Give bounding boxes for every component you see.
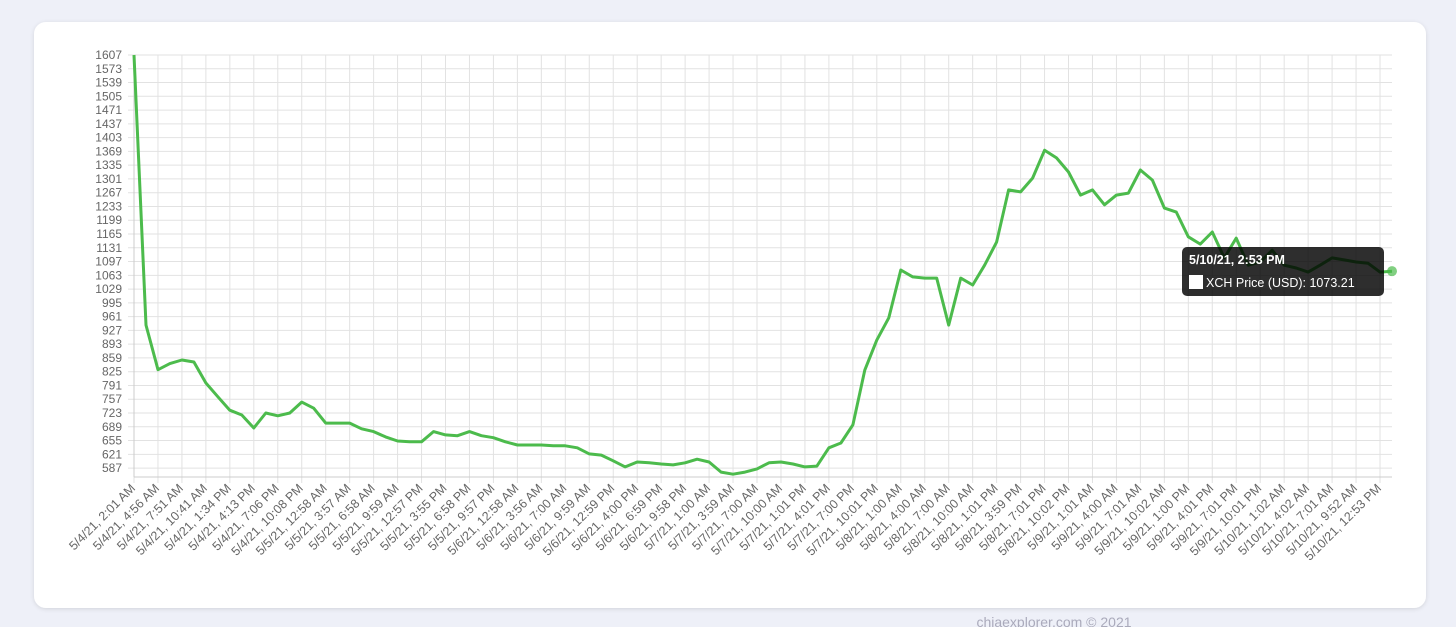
y-tick-label: 723 [102, 406, 122, 420]
y-tick-label: 995 [102, 296, 122, 310]
y-tick-label: 655 [102, 434, 122, 448]
y-tick-label: 1029 [95, 282, 122, 296]
y-tick-label: 757 [102, 392, 122, 406]
y-tick-label: 1165 [96, 227, 122, 241]
y-tick-label: 893 [102, 337, 122, 351]
tooltip-swatch [1189, 275, 1203, 289]
y-tick-label: 927 [102, 323, 122, 337]
tooltip-box [1182, 247, 1384, 296]
tooltip-label: XCH Price (USD): 1073.21 [1206, 276, 1355, 290]
y-tick-label: 1539 [95, 76, 122, 90]
y-tick-label: 1199 [96, 213, 122, 227]
tooltip: 5/10/21, 2:53 PM XCH Price (USD): 1073.21 [1182, 247, 1384, 296]
y-tick-label: 859 [102, 351, 122, 365]
y-tick-label: 1505 [95, 89, 122, 103]
hover-point [1387, 266, 1397, 277]
card [34, 22, 1426, 608]
y-tick-label: 825 [102, 365, 122, 379]
y-tick-label: 587 [102, 461, 122, 475]
y-tick-label: 1471 [95, 103, 122, 117]
y-tick-label: 1267 [95, 186, 122, 200]
y-tick-label: 1437 [95, 117, 122, 131]
y-tick-label: 1131 [96, 241, 122, 255]
price-line [132, 54, 1393, 476]
y-tick-label: 1335 [95, 158, 122, 172]
footer: chiaexplorer.com © 2021 [976, 614, 1131, 627]
y-tick-label: 1573 [95, 62, 122, 76]
y-tick-label: 791 [102, 378, 122, 392]
y-tick-label: 621 [102, 447, 122, 461]
y-tick-label: 1301 [95, 172, 122, 186]
tooltip-title: 5/10/21, 2:53 PM [1189, 253, 1285, 267]
y-tick-label: 1607 [95, 48, 122, 62]
y-tick-label: 1063 [95, 268, 122, 282]
y-tick-label: 1369 [95, 144, 122, 158]
y-tick-label: 689 [102, 420, 122, 434]
y-tick-label: 1233 [95, 199, 122, 213]
y-tick-label: 961 [102, 310, 122, 324]
y-tick-label: 1403 [95, 131, 122, 145]
y-tick-label: 1097 [95, 255, 122, 269]
